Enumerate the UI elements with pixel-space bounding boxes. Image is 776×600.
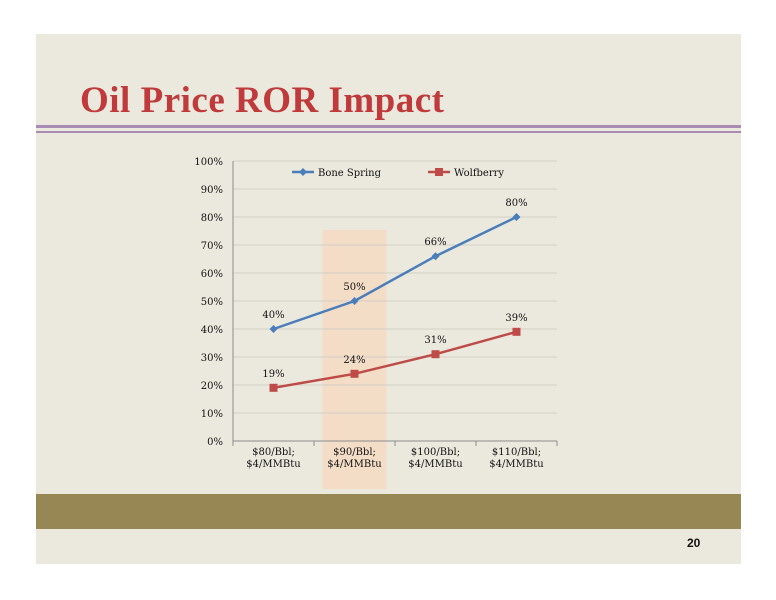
page-number: 20 — [687, 536, 701, 550]
data-point — [512, 327, 521, 336]
y-tick-label: 10% — [201, 409, 223, 420]
y-tick-label: 90% — [201, 185, 223, 196]
data-label: 19% — [262, 369, 284, 380]
data-label: 31% — [424, 335, 446, 346]
slide-title: Oil Price ROR Impact — [80, 80, 445, 121]
data-point — [350, 369, 359, 378]
y-tick-label: 80% — [201, 213, 223, 224]
x-tick-label: $90/Bbl; $4/MMBtu — [327, 447, 382, 470]
data-point — [269, 383, 278, 392]
data-point — [431, 350, 440, 359]
data-point — [512, 213, 521, 221]
y-tick-label: 50% — [201, 297, 223, 308]
y-tick-label: 70% — [201, 241, 223, 252]
y-tick-label: 100% — [194, 157, 223, 168]
slide: Oil Price ROR Impact 20 — [36, 34, 741, 564]
x-tick-label: $110/Bbl; $4/MMBtu — [489, 447, 544, 470]
legend-label: Bone Spring — [318, 168, 382, 179]
x-tick-label: $100/Bbl; $4/MMBtu — [408, 447, 463, 470]
y-tick-label: 20% — [201, 381, 223, 392]
y-tick-label: 40% — [201, 325, 223, 336]
legend-marker — [435, 168, 443, 176]
y-tick-label: 0% — [207, 437, 223, 448]
y-tick-label: 60% — [201, 269, 223, 280]
footer-band — [36, 494, 741, 529]
title-rule-top — [36, 125, 741, 128]
data-point — [269, 325, 278, 333]
data-point — [431, 252, 440, 261]
x-tick-label: $80/Bbl; $4/MMBtu — [246, 447, 301, 470]
data-label: 24% — [343, 355, 365, 366]
data-label: 40% — [262, 310, 284, 321]
title-rule-bottom — [36, 131, 741, 133]
series-line-bone-spring — [273, 215, 518, 331]
y-tick-label: 30% — [201, 353, 223, 364]
series-line-wolfberry — [273, 330, 517, 390]
data-point — [350, 297, 359, 305]
data-label: 80% — [505, 198, 527, 209]
data-label: 66% — [424, 237, 446, 248]
data-label: 39% — [505, 313, 527, 324]
legend-label: Wolfberry — [454, 168, 504, 179]
data-label: 50% — [343, 282, 365, 293]
legend-marker — [299, 168, 307, 176]
